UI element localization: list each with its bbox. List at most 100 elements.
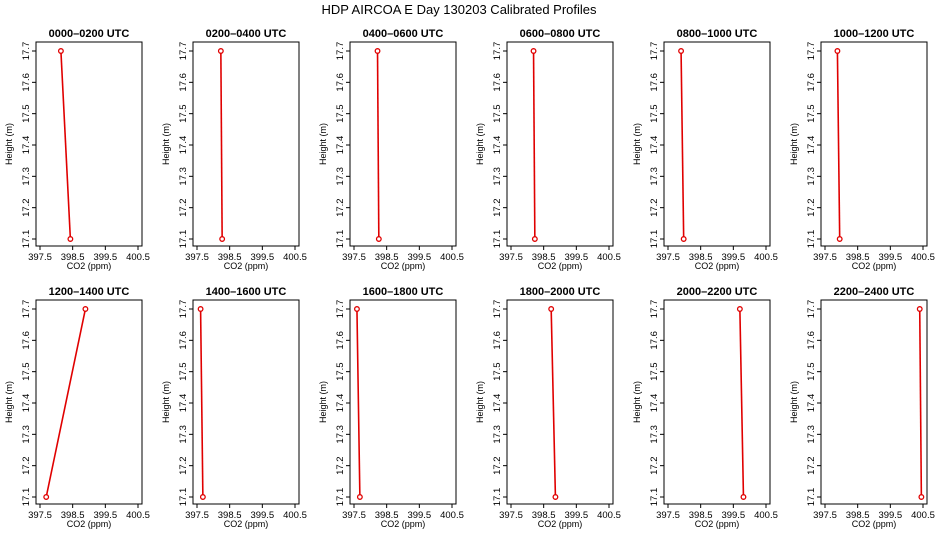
- y-tick-label: 17.1: [178, 230, 189, 249]
- panel-12: 2200–2400 UTC 397.5 398.5 399.5 400.5 17.1 17.…: [789, 286, 935, 529]
- panel-title: 0800–1000 UTC: [677, 28, 758, 40]
- data-point: [353, 306, 360, 312]
- y-tick-label: 17.5: [335, 104, 346, 123]
- y-axis-label: Height (m): [4, 123, 14, 165]
- y-tick-label: 17.4: [21, 394, 32, 413]
- x-tick-label: 397.5: [813, 252, 837, 263]
- y-tick-label: 17.4: [649, 394, 660, 413]
- y-tick-label: 17.2: [21, 456, 32, 475]
- x-tick-label: 399.5: [407, 252, 431, 263]
- data-point: [736, 306, 743, 312]
- y-axis-label: Height (m): [475, 381, 485, 423]
- y-tick-label: 17.5: [649, 362, 660, 381]
- x-tick-label: 399.5: [407, 510, 431, 521]
- y-axis-label: Height (m): [632, 123, 642, 165]
- panel-7: 1200–1400 UTC 397.5 398.5 399.5 400.5 17.1 17.…: [4, 286, 150, 529]
- panel-title: 0600–0800 UTC: [520, 28, 601, 40]
- data-point: [552, 494, 559, 500]
- data-point: [531, 236, 538, 242]
- plot-frame: [349, 41, 457, 247]
- y-tick-label: 17.1: [492, 488, 503, 507]
- x-tick-label: 400.5: [440, 252, 464, 263]
- y-tick-label: 17.5: [806, 362, 817, 381]
- x-tick-label: 400.5: [911, 510, 935, 521]
- x-tick-label: 398.5: [846, 510, 870, 521]
- x-tick-label: 399.5: [878, 510, 902, 521]
- panel-2: 0200–0400 UTC 397.5 398.5 399.5 400.5 17.1 17.…: [161, 28, 307, 271]
- data-point: [375, 236, 382, 242]
- x-tick-label: 397.5: [656, 252, 680, 263]
- y-tick-label: 17.7: [649, 42, 660, 61]
- y-tick-label: 17.5: [178, 104, 189, 123]
- x-tick-label: 397.5: [185, 252, 209, 263]
- x-tick-label: 400.5: [754, 252, 778, 263]
- data-point: [217, 48, 224, 54]
- y-axis-label: Height (m): [475, 123, 485, 165]
- data-point: [678, 48, 685, 54]
- y-tick-label: 17.7: [335, 42, 346, 61]
- y-tick-label: 17.1: [806, 230, 817, 249]
- y-tick-label: 17.5: [806, 104, 817, 123]
- x-tick-label: 398.5: [846, 252, 870, 263]
- panel-title: 1200–1400 UTC: [49, 286, 130, 298]
- y-tick-label: 17.4: [335, 136, 346, 155]
- y-tick-label: 17.2: [649, 456, 660, 475]
- x-axis-label: CO2 (ppm): [381, 261, 426, 271]
- x-tick-label: 399.5: [878, 252, 902, 263]
- plot-frame: [663, 41, 771, 247]
- x-axis-label: CO2 (ppm): [852, 261, 897, 271]
- y-tick-label: 17.1: [649, 488, 660, 507]
- data-point: [43, 494, 50, 500]
- profile-line: [680, 50, 685, 240]
- y-tick-label: 17.7: [806, 42, 817, 61]
- y-tick-label: 17.2: [649, 198, 660, 217]
- y-tick-label: 17.7: [806, 300, 817, 319]
- x-tick-label: 397.5: [499, 252, 523, 263]
- plot-frame: [506, 299, 614, 505]
- y-tick-label: 17.4: [21, 136, 32, 155]
- y-tick-label: 17.4: [492, 136, 503, 155]
- y-tick-label: 17.6: [492, 73, 503, 92]
- x-tick-label: 400.5: [754, 510, 778, 521]
- data-point: [918, 494, 925, 500]
- y-tick-label: 17.7: [649, 300, 660, 319]
- data-point: [836, 236, 843, 242]
- plot-frame: [192, 299, 300, 505]
- profile-line: [918, 308, 923, 498]
- y-tick-label: 17.2: [806, 456, 817, 475]
- y-tick-label: 17.3: [649, 167, 660, 186]
- y-tick-label: 17.2: [178, 198, 189, 217]
- data-point: [740, 494, 747, 500]
- y-tick-label: 17.3: [492, 425, 503, 444]
- x-axis-label: CO2 (ppm): [695, 261, 740, 271]
- y-tick-label: 17.2: [335, 456, 346, 475]
- x-tick-label: 397.5: [342, 510, 366, 521]
- x-tick-label: 398.5: [61, 252, 85, 263]
- x-tick-label: 397.5: [185, 510, 209, 521]
- x-tick-label: 399.5: [564, 510, 588, 521]
- y-tick-label: 17.7: [178, 42, 189, 61]
- y-axis-label: Height (m): [318, 381, 328, 423]
- profile-line: [220, 50, 223, 240]
- data-point: [916, 306, 923, 312]
- y-tick-label: 17.1: [178, 488, 189, 507]
- x-tick-label: 398.5: [218, 510, 242, 521]
- y-tick-label: 17.6: [806, 73, 817, 92]
- plot-frame: [349, 299, 457, 505]
- data-point: [680, 236, 687, 242]
- x-tick-label: 398.5: [689, 510, 713, 521]
- data-point: [57, 48, 64, 54]
- y-tick-label: 17.7: [178, 300, 189, 319]
- plot-frame: [820, 41, 928, 247]
- figure-title: HDP AIRCOA E Day 130203 Calibrated Profi…: [321, 2, 597, 17]
- y-axis-label: Height (m): [161, 123, 171, 165]
- panel-title: 2200–2400 UTC: [834, 286, 915, 298]
- x-axis-label: CO2 (ppm): [538, 261, 583, 271]
- y-tick-label: 17.5: [178, 362, 189, 381]
- panel-title: 0000–0200 UTC: [49, 28, 130, 40]
- x-tick-label: 400.5: [283, 252, 307, 263]
- panel-8: 1400–1600 UTC 397.5 398.5 399.5 400.5 17.1 17.…: [161, 286, 307, 529]
- x-tick-label: 400.5: [283, 510, 307, 521]
- x-tick-label: 399.5: [250, 252, 274, 263]
- y-tick-label: 17.4: [806, 394, 817, 413]
